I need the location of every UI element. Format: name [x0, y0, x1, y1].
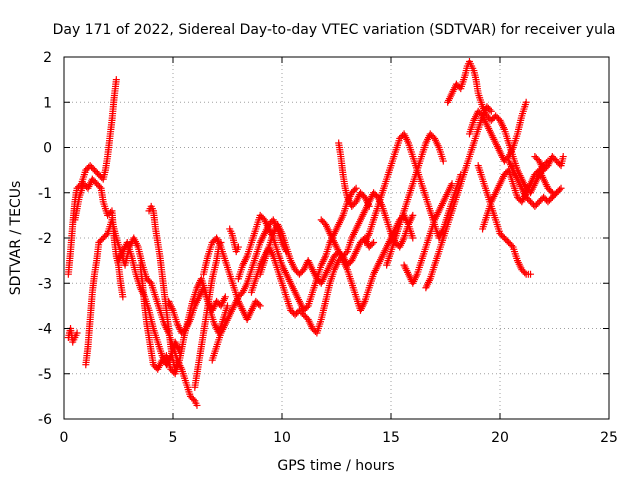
series-track-25 — [479, 166, 556, 233]
data-point — [559, 153, 567, 161]
x-tick-label: 20 — [491, 430, 509, 446]
data-point — [522, 98, 530, 106]
series-track-17 — [335, 139, 373, 210]
data-point — [119, 293, 127, 301]
series-track-4 — [82, 216, 201, 409]
data-point — [508, 242, 516, 250]
series-track-8 — [165, 284, 229, 337]
series-track-27 — [531, 153, 567, 174]
data-point — [351, 186, 359, 194]
data-point — [173, 356, 181, 364]
y-tick-label: -5 — [38, 367, 52, 383]
data-point — [527, 270, 535, 278]
x-axis-label: GPS time / hours — [277, 458, 394, 474]
data-point — [189, 395, 197, 403]
y-tick-label: -1 — [38, 186, 52, 202]
y-tick-label: 2 — [43, 50, 52, 66]
data-point — [486, 106, 494, 114]
series-track-19 — [383, 130, 447, 269]
data-point — [487, 107, 495, 115]
data-point — [448, 180, 456, 188]
series-track-7 — [145, 202, 181, 373]
x-tick-label: 15 — [382, 430, 400, 446]
data-point — [409, 234, 417, 242]
x-tick-label: 0 — [60, 430, 69, 446]
series-track-12 — [226, 225, 242, 256]
data-point — [556, 186, 564, 194]
series-track-2 — [64, 325, 81, 346]
data-point — [547, 187, 555, 195]
axis-ticks: 0 5 10 15 20 25 -6 -5 -4 -3 -2 -1 0 1 2 — [38, 50, 618, 446]
y-tick-label: -2 — [38, 231, 52, 247]
series-track-21 — [422, 103, 495, 292]
data-point — [365, 202, 373, 210]
grid — [64, 57, 609, 419]
data-point — [224, 302, 231, 310]
data-point — [521, 269, 529, 277]
y-tick-label: 1 — [43, 95, 52, 111]
data-point — [102, 231, 110, 239]
data-point — [409, 211, 417, 219]
series-track-1 — [64, 76, 120, 278]
data-point — [146, 278, 154, 286]
data-point — [193, 401, 201, 409]
series-track-23 — [465, 98, 530, 165]
chart-title: Day 171 of 2022, Sidereal Day-to-day VTE… — [53, 22, 616, 38]
series-track-10 — [200, 234, 264, 323]
x-tick-label: 25 — [600, 430, 618, 446]
series-track-15 — [256, 220, 378, 287]
series-track-26 — [505, 157, 565, 210]
data-point — [255, 300, 263, 308]
data-marks — [64, 58, 567, 409]
x-tick-label: 10 — [273, 430, 291, 446]
data-point — [221, 293, 229, 301]
data-point — [352, 184, 360, 192]
data-point — [96, 183, 104, 191]
data-point — [73, 329, 81, 337]
data-point — [256, 302, 264, 310]
data-point — [112, 76, 120, 84]
y-tick-label: -4 — [38, 322, 52, 338]
y-axis-label: SDTVAR / TECUs — [8, 181, 24, 296]
data-point — [370, 239, 378, 247]
y-tick-label: 0 — [43, 141, 52, 157]
y-tick-label: -3 — [38, 276, 52, 292]
data-point — [303, 303, 311, 311]
data-point — [368, 240, 376, 248]
x-tick-label: 5 — [169, 430, 178, 446]
data-point — [234, 243, 242, 251]
y-tick-label: -6 — [38, 412, 52, 428]
data-point — [439, 157, 447, 165]
data-point — [557, 184, 565, 192]
series-track-20 — [400, 180, 456, 287]
